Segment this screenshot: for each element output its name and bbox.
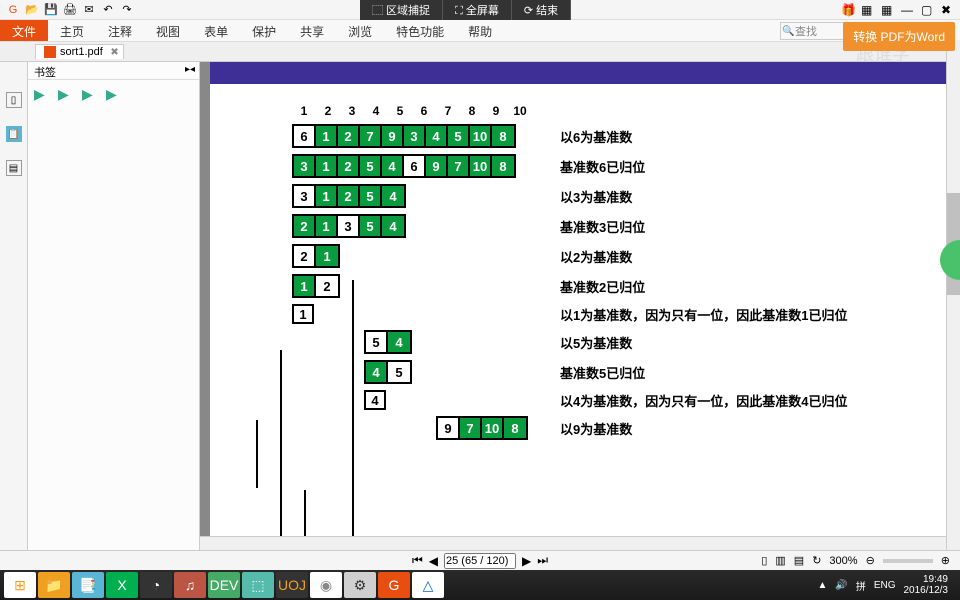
page-input[interactable] — [444, 553, 516, 569]
view-mode-icon[interactable]: ▯ — [761, 554, 767, 567]
menu-file[interactable]: 文件 — [0, 20, 48, 41]
zoom-value: 300% — [829, 555, 857, 567]
last-page-icon[interactable]: ⏭ — [537, 553, 548, 568]
pdf-icon — [44, 46, 56, 58]
view-mode2-icon[interactable]: ▥ — [775, 554, 785, 567]
taskbar-app[interactable]: G — [378, 572, 410, 598]
taskbar: ⊞📁📑X◔♫DEV⬚UOJ◉⚙G△ ▲🔊拼ENG19:492016/12/3 — [0, 570, 960, 600]
print-icon[interactable]: 🖨 — [62, 2, 78, 18]
bookmark-add-icon[interactable]: ▶ — [34, 86, 50, 102]
sidebar-rail: ▯ 📋 ▤ — [0, 62, 28, 550]
menu-help[interactable]: 帮助 — [456, 20, 504, 41]
capture-fullscreen[interactable]: ⛶ 全屏幕 — [443, 0, 512, 20]
page-thumb-icon[interactable]: ▯ — [6, 92, 22, 108]
taskbar-app[interactable]: 📁 — [38, 572, 70, 598]
rotate-icon[interactable]: ↻ — [812, 554, 821, 567]
menu-home[interactable]: 主页 — [48, 20, 96, 41]
menu-protect[interactable]: 保护 — [240, 20, 288, 41]
tab-close-icon[interactable]: ✖ — [110, 47, 118, 58]
panel-collapse-icon[interactable]: ▸◂ — [185, 64, 195, 75]
taskbar-app[interactable]: X — [106, 572, 138, 598]
taskbar-app[interactable]: DEV — [208, 572, 240, 598]
panel-header: 书签 ▸◂ — [28, 62, 199, 80]
prev-page-icon[interactable]: ◀ — [429, 554, 438, 568]
bookmark-panel: 书签 ▸◂ ▶ ▶ ▶ ▶ — [28, 62, 200, 550]
system-tray[interactable]: ▲🔊拼ENG19:492016/12/3 — [817, 574, 956, 596]
redo-icon[interactable]: ↷ — [119, 2, 135, 18]
clipboard-icon[interactable]: 📋 — [6, 126, 22, 142]
sort-diagram: 1234567891061279345108以6为基准数31254697108基… — [210, 84, 946, 440]
panel-toolbar: ▶ ▶ ▶ ▶ — [28, 80, 199, 108]
next-page-icon[interactable]: ▶ — [522, 554, 531, 568]
zoom-slider[interactable] — [883, 559, 933, 563]
capture-toolbar: ⬚ 区域捕捉 ⛶ 全屏幕 ⟳ 结束 — [360, 0, 571, 20]
capture-end[interactable]: ⟳ 结束 — [512, 0, 571, 20]
taskbar-app[interactable]: ⚙ — [344, 572, 376, 598]
view-mode3-icon[interactable]: ▤ — [794, 554, 804, 567]
close-icon[interactable]: ✖ — [941, 3, 955, 17]
taskbar-app[interactable]: ⊞ — [4, 572, 36, 598]
save-icon[interactable]: 💾 — [43, 2, 59, 18]
open-icon[interactable]: 📂 — [24, 2, 40, 18]
maximize-icon[interactable]: ▢ — [921, 3, 935, 17]
app-icon: G — [5, 2, 21, 18]
document-viewport[interactable]: 1234567891061279345108以6为基准数31254697108基… — [200, 62, 960, 550]
bookmark-flag2-icon[interactable]: ▶ — [82, 86, 98, 102]
first-page-icon[interactable]: ⏮ — [412, 553, 423, 568]
zoom-in-icon[interactable]: ⊕ — [941, 554, 950, 567]
doc-header-band — [210, 62, 946, 84]
tab-label: sort1.pdf — [60, 46, 103, 58]
tabbar: sort1.pdf ✖ — [0, 42, 960, 62]
document-tab[interactable]: sort1.pdf ✖ — [35, 44, 124, 59]
grid-icon[interactable]: ▦ — [861, 3, 875, 17]
menu-annotate[interactable]: 注释 — [96, 20, 144, 41]
pdf-to-word-button[interactable]: 转换 PDF为Word — [843, 22, 955, 51]
menubar: 文件 主页 注释 视图 表单 保护 共享 浏览 特色功能 帮助 查找 — [0, 20, 960, 42]
vertical-scrollbar[interactable] — [946, 40, 960, 550]
menu-share[interactable]: 共享 — [288, 20, 336, 41]
taskbar-app[interactable]: △ — [412, 572, 444, 598]
taskbar-app[interactable]: ◔ — [140, 572, 172, 598]
layers-icon[interactable]: ▤ — [6, 160, 22, 176]
statusbar: ⏮ ◀ ▶ ⏭ ▯ ▥ ▤ ↻ 300% ⊖ ⊕ — [0, 550, 960, 570]
taskbar-app[interactable]: ⬚ — [242, 572, 274, 598]
bookmark-flag3-icon[interactable]: ▶ — [106, 86, 122, 102]
minimize-icon[interactable]: — — [901, 3, 915, 17]
taskbar-app[interactable]: ◉ — [310, 572, 342, 598]
taskbar-app[interactable]: 📑 — [72, 572, 104, 598]
gift-icon[interactable]: 🎁 — [841, 3, 855, 17]
bookmark-flag1-icon[interactable]: ▶ — [58, 86, 74, 102]
mail-icon[interactable]: ✉ — [81, 2, 97, 18]
taskbar-app[interactable]: ♫ — [174, 572, 206, 598]
menu-view[interactable]: 视图 — [144, 20, 192, 41]
horizontal-scrollbar[interactable] — [200, 536, 946, 550]
window-controls: 🎁 ▦ ▦ — ▢ ✖ — [841, 0, 955, 20]
apps-icon[interactable]: ▦ — [881, 3, 895, 17]
capture-region[interactable]: ⬚ 区域捕捉 — [360, 0, 443, 20]
zoom-out-icon[interactable]: ⊖ — [866, 554, 875, 567]
menu-feature[interactable]: 特色功能 — [384, 20, 456, 41]
menu-browse[interactable]: 浏览 — [336, 20, 384, 41]
undo-icon[interactable]: ↶ — [100, 2, 116, 18]
taskbar-app[interactable]: UOJ — [276, 572, 308, 598]
menu-form[interactable]: 表单 — [192, 20, 240, 41]
